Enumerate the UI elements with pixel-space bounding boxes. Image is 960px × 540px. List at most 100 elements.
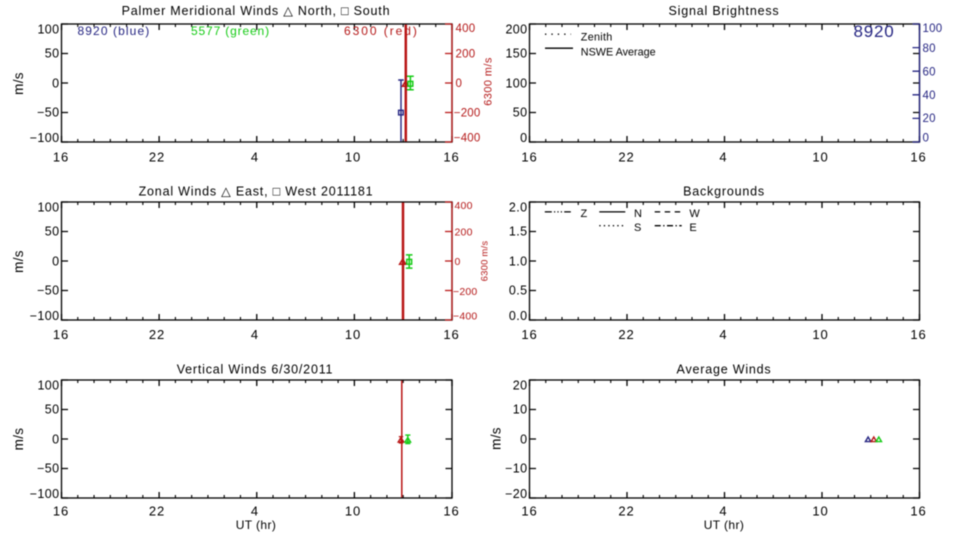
svg-text:6300 (red): 6300 (red): [344, 24, 419, 38]
svg-text:16: 16: [910, 504, 926, 519]
svg-text:4: 4: [719, 327, 727, 342]
svg-text:0: 0: [520, 131, 527, 145]
svg-text:50: 50: [45, 403, 60, 417]
svg-text:4: 4: [251, 327, 259, 342]
svg-text:0: 0: [52, 432, 59, 446]
svg-text:16: 16: [521, 149, 537, 164]
svg-text:20: 20: [923, 113, 936, 125]
svg-text:16: 16: [53, 327, 69, 342]
svg-text:60: 60: [923, 66, 936, 78]
svg-text:150: 150: [505, 47, 527, 61]
svg-text:UT (hr): UT (hr): [704, 518, 745, 532]
svg-text:8920 (blue): 8920 (blue): [78, 24, 151, 38]
svg-text:Signal Brightness: Signal Brightness: [669, 4, 780, 18]
svg-text:16: 16: [910, 327, 926, 342]
svg-text:6300 m/s: 6300 m/s: [483, 57, 495, 106]
svg-text:−400: −400: [454, 133, 481, 145]
svg-text:16: 16: [443, 327, 459, 342]
svg-text:−200: −200: [453, 286, 477, 298]
svg-text:0: 0: [923, 133, 930, 145]
svg-text:−400: −400: [453, 311, 477, 323]
svg-text:100: 100: [37, 379, 59, 393]
svg-text:0.0: 0.0: [509, 309, 528, 323]
svg-text:4: 4: [719, 504, 727, 519]
svg-text:10: 10: [812, 149, 828, 164]
svg-text:UT (hr): UT (hr): [236, 518, 277, 532]
svg-text:22: 22: [149, 327, 165, 342]
svg-text:E: E: [689, 222, 697, 234]
svg-text:m/s: m/s: [489, 427, 504, 450]
svg-text:W: W: [689, 208, 700, 220]
svg-text:16: 16: [53, 149, 69, 164]
svg-text:22: 22: [618, 149, 634, 164]
svg-text:m/s: m/s: [11, 72, 26, 95]
svg-text:16: 16: [443, 504, 459, 519]
svg-text:50: 50: [45, 47, 60, 61]
svg-text:Vertical Winds 6/30/2011: Vertical Winds 6/30/2011: [177, 363, 334, 377]
svg-text:−100: −100: [30, 487, 60, 501]
svg-text:4: 4: [251, 149, 259, 164]
svg-text:−100: −100: [30, 131, 60, 145]
svg-text:6300 m/s: 6300 m/s: [480, 241, 491, 282]
svg-text:−50: −50: [37, 106, 59, 120]
svg-text:0: 0: [520, 432, 527, 446]
svg-text:16: 16: [521, 327, 537, 342]
svg-text:100: 100: [37, 23, 59, 37]
svg-text:2.0: 2.0: [509, 201, 528, 215]
svg-text:40: 40: [923, 90, 936, 102]
svg-text:−10: −10: [505, 462, 527, 476]
svg-text:−200: −200: [454, 108, 481, 120]
svg-text:10: 10: [345, 149, 361, 164]
svg-text:Zenith: Zenith: [581, 32, 613, 44]
svg-text:N: N: [634, 208, 642, 220]
svg-text:8920: 8920: [853, 22, 894, 41]
svg-text:0: 0: [455, 256, 461, 268]
svg-text:80: 80: [923, 43, 936, 55]
svg-text:−100: −100: [30, 309, 60, 323]
svg-text:100: 100: [923, 23, 943, 35]
svg-text:16: 16: [443, 149, 459, 164]
svg-text:Zonal Winds △ East, □ West 201: Zonal Winds △ East, □ West 2011181: [139, 185, 374, 199]
svg-text:S: S: [634, 222, 642, 234]
svg-text:0: 0: [52, 76, 59, 90]
svg-text:−50: −50: [37, 284, 59, 298]
svg-text:NSWE Average: NSWE Average: [581, 46, 656, 58]
svg-text:0: 0: [52, 254, 59, 268]
svg-text:−50: −50: [37, 462, 59, 476]
svg-text:22: 22: [149, 149, 165, 164]
svg-text:20: 20: [513, 379, 528, 393]
svg-text:200: 200: [456, 49, 476, 61]
svg-text:m/s: m/s: [11, 428, 26, 451]
svg-text:10: 10: [345, 327, 361, 342]
svg-text:10: 10: [513, 403, 528, 417]
svg-text:1.5: 1.5: [509, 225, 528, 239]
svg-text:1.0: 1.0: [509, 254, 528, 268]
svg-text:200: 200: [505, 23, 527, 37]
svg-text:10: 10: [812, 504, 828, 519]
svg-text:10: 10: [345, 504, 361, 519]
svg-text:22: 22: [618, 504, 634, 519]
svg-text:Palmer Meridional Winds △ Nort: Palmer Meridional Winds △ North, □ South: [122, 4, 391, 18]
svg-text:−20: −20: [505, 487, 527, 501]
svg-text:5577 (green): 5577 (green): [191, 24, 270, 38]
svg-text:0.5: 0.5: [509, 284, 528, 298]
svg-text:22: 22: [618, 327, 634, 342]
svg-text:100: 100: [505, 76, 527, 90]
svg-text:50: 50: [45, 225, 60, 239]
svg-text:Average Winds: Average Winds: [677, 363, 772, 377]
svg-text:Z: Z: [581, 208, 588, 220]
svg-text:m/s: m/s: [11, 250, 26, 273]
svg-text:16: 16: [53, 504, 69, 519]
svg-text:400: 400: [455, 200, 473, 212]
svg-text:16: 16: [521, 504, 537, 519]
svg-text:4: 4: [251, 504, 259, 519]
svg-text:50: 50: [513, 106, 528, 120]
svg-text:100: 100: [37, 201, 59, 215]
svg-text:4: 4: [719, 149, 727, 164]
svg-text:22: 22: [149, 504, 165, 519]
svg-text:10: 10: [812, 327, 828, 342]
svg-text:Backgrounds: Backgrounds: [683, 185, 765, 199]
svg-text:200: 200: [455, 227, 473, 239]
svg-text:16: 16: [910, 149, 926, 164]
svg-text:0: 0: [456, 78, 463, 90]
